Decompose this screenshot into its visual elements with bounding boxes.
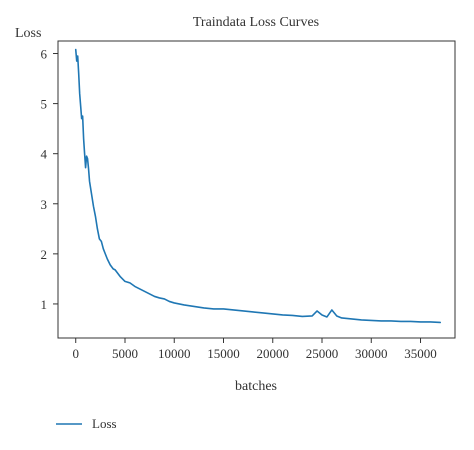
x-tick-label: 20000 <box>257 346 290 361</box>
y-tick-label: 5 <box>41 97 48 112</box>
x-tick-label: 35000 <box>404 346 437 361</box>
y-axis-label: Loss <box>15 26 41 41</box>
x-tick-label: 30000 <box>355 346 388 361</box>
plot-border <box>57 40 456 339</box>
x-axis-ticks: 0 5000 10000 15000 20000 25000 30000 35000 <box>72 338 437 361</box>
legend: Loss <box>56 416 117 431</box>
x-tick-label: 5000 <box>112 346 138 361</box>
x-tick-label: 0 <box>72 346 79 361</box>
y-tick-label: 1 <box>41 297 48 312</box>
series-layer <box>74 48 442 324</box>
series-line-loss <box>74 48 442 324</box>
y-tick-label: 6 <box>41 47 48 62</box>
y-tick-label: 3 <box>41 197 48 212</box>
chart-title: Traindata Loss Curves <box>193 15 319 30</box>
legend-label-loss: Loss <box>92 416 117 431</box>
y-axis-ticks: 1 2 3 4 5 6 <box>41 47 58 312</box>
plot-frame <box>57 40 456 339</box>
x-tick-label: 10000 <box>158 346 191 361</box>
x-axis-label: batches <box>235 379 277 394</box>
y-tick-label: 2 <box>41 247 48 262</box>
x-tick-label: 15000 <box>207 346 240 361</box>
y-tick-label: 4 <box>41 147 48 162</box>
x-tick-label: 25000 <box>306 346 339 361</box>
